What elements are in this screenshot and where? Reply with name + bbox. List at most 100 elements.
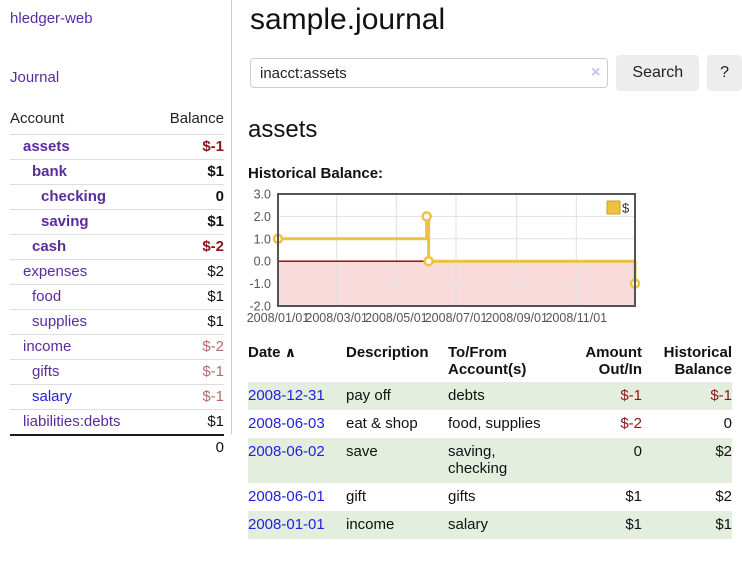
accounts-header-account: Account (10, 110, 65, 127)
svg-text:2008/09/01: 2008/09/01 (485, 311, 548, 325)
register-accounts-cell: gifts (448, 488, 476, 505)
svg-text:2008/01/01: 2008/01/01 (247, 311, 310, 325)
register-amount-cell: $-1 (620, 387, 642, 404)
register-date-cell: 2008-06-03 (248, 410, 346, 438)
sidebar-account-bank[interactable]: bank (32, 163, 68, 180)
account-balance: $2 (207, 263, 224, 280)
account-heading: assets (248, 116, 318, 143)
svg-text:-2.0: -2.0 (249, 300, 271, 314)
sidebar-account-expenses[interactable]: expenses (23, 263, 88, 280)
svg-text:3.0: 3.0 (254, 189, 271, 202)
sidebar-account-supplies[interactable]: supplies (32, 313, 88, 330)
register-row: 2008-06-03 eat & shop food, supplies $-2 0 (248, 410, 732, 438)
register-date-cell: 2008-01-01 (248, 511, 346, 539)
register-balance-cell: $-1 (710, 387, 732, 404)
account-row: food $1 (10, 284, 224, 310)
register-row: 2008-01-01 income salary $1 $1 (248, 511, 732, 539)
register-date-cell: 2008-06-02 (248, 438, 346, 483)
search-bar: × Search ? (250, 55, 742, 91)
register-row: 2008-12-31 pay off debts $-1 $-1 (248, 382, 732, 410)
transaction-date-link[interactable]: 2008-06-02 (248, 443, 325, 460)
register-date-cell: 2008-12-31 (248, 382, 346, 410)
account-balance: $-1 (202, 363, 224, 380)
clear-search-icon[interactable]: × (591, 64, 601, 81)
register-accounts-cell: saving, checking (448, 443, 508, 477)
help-button[interactable]: ? (707, 55, 742, 91)
register-description-cell: pay off (346, 387, 391, 404)
sidebar-account-gifts[interactable]: gifts (32, 363, 60, 380)
chart-title: Historical Balance: (248, 165, 384, 182)
register-amount-cell: $1 (625, 488, 642, 505)
register-description-cell: gift (346, 488, 367, 505)
account-row: checking 0 (10, 184, 224, 210)
account-balance: $-2 (202, 338, 224, 355)
register-amount-cell: $-2 (620, 415, 642, 432)
search-input[interactable] (250, 58, 609, 88)
register-amount-cell: $1 (625, 516, 642, 533)
svg-text:-1.0: -1.0 (249, 277, 271, 291)
account-row: cash $-2 (10, 234, 224, 260)
svg-text:0.0: 0.0 (254, 255, 271, 269)
col-header-tofrom-accounts: To/From Account(s) (448, 344, 527, 378)
account-balance: $1 (207, 213, 224, 230)
transaction-date-link[interactable]: 2008-12-31 (248, 387, 325, 404)
page-title: sample.journal (250, 3, 446, 36)
account-balance: $1 (207, 163, 224, 180)
transaction-date-link[interactable]: 2008-06-01 (248, 488, 325, 505)
account-row: expenses $2 (10, 259, 224, 285)
account-row: income $-2 (10, 334, 224, 360)
sidebar-item-journal[interactable]: Journal (10, 69, 60, 86)
register-accounts-cell: debts (448, 387, 485, 404)
account-balance: $1 (207, 413, 224, 430)
col-header-amount-out-in: Amount Out/In (585, 344, 642, 378)
main-content: sample.journal × Search ? assets Histori… (233, 0, 742, 539)
app-title-link[interactable]: hledger-web (10, 10, 93, 27)
account-balance: $1 (207, 313, 224, 330)
register-description-cell: eat & shop (346, 415, 418, 432)
sidebar-account-cash[interactable]: cash (32, 238, 67, 255)
accounts-total-balance: 0 (215, 439, 224, 456)
sidebar-account-checking[interactable]: checking (41, 188, 107, 205)
register-row: 2008-06-02 save saving, checking 0 $2 (248, 438, 732, 483)
transaction-date-link[interactable]: 2008-01-01 (248, 516, 325, 533)
register-table: Date ∧ Description To/From Account(s) Am… (248, 342, 732, 539)
sidebar-account-saving[interactable]: saving (41, 213, 89, 230)
register-balance-cell: 0 (723, 415, 732, 432)
svg-text:2008/03/01: 2008/03/01 (305, 311, 368, 325)
register-accounts-cell: food, supplies (448, 415, 541, 432)
register-accounts-cell: salary (448, 516, 489, 533)
svg-text:2008/11/01: 2008/11/01 (545, 311, 607, 325)
svg-text:$: $ (622, 201, 630, 216)
register-description-cell: save (346, 443, 378, 460)
sidebar-account-assets[interactable]: assets (23, 138, 70, 155)
register-balance-cell: $1 (715, 516, 732, 533)
sidebar-account-liabilities-debts[interactable]: liabilities:debts (23, 413, 121, 430)
sidebar-account-salary[interactable]: salary (32, 388, 73, 405)
transaction-date-link[interactable]: 2008-06-03 (248, 415, 325, 432)
svg-text:2008/07/01: 2008/07/01 (425, 311, 488, 325)
register-balance-cell: $2 (715, 488, 732, 505)
account-balance: $-2 (202, 238, 224, 255)
register-date-cell: 2008-06-01 (248, 483, 346, 511)
svg-text:1.0: 1.0 (254, 232, 271, 246)
register-row: 2008-06-01 gift gifts $1 $2 (248, 483, 732, 511)
sidebar-account-food[interactable]: food (32, 288, 62, 305)
account-row: saving $1 (10, 209, 224, 235)
account-balance: 0 (215, 188, 224, 205)
col-header-date[interactable]: Date ∧ (248, 344, 297, 361)
svg-text:2.0: 2.0 (254, 210, 271, 224)
accounts-header-balance: Balance (169, 110, 224, 127)
register-description-cell: income (346, 516, 395, 533)
svg-text:2008/05/01: 2008/05/01 (365, 311, 428, 325)
account-balance: $1 (207, 288, 224, 305)
sidebar: hledger-web Journal Account Balance asse… (0, 0, 232, 456)
register-balance-cell: $2 (715, 443, 732, 460)
account-row: gifts $-1 (10, 359, 224, 385)
sidebar-account-income[interactable]: income (23, 338, 72, 355)
accounts-table: Account Balance assets $-1 bank $1 checking 0… (10, 110, 224, 459)
search-button[interactable]: Search (616, 55, 700, 91)
account-balance: $-1 (202, 388, 224, 405)
historical-balance-chart[interactable]: $3.0 2.0 1.0 0.0 -1.0 -2.02008/01/012008/03/0… (240, 188, 642, 331)
accounts-total-row: 0 (10, 435, 224, 459)
account-row: bank $1 (10, 159, 224, 185)
